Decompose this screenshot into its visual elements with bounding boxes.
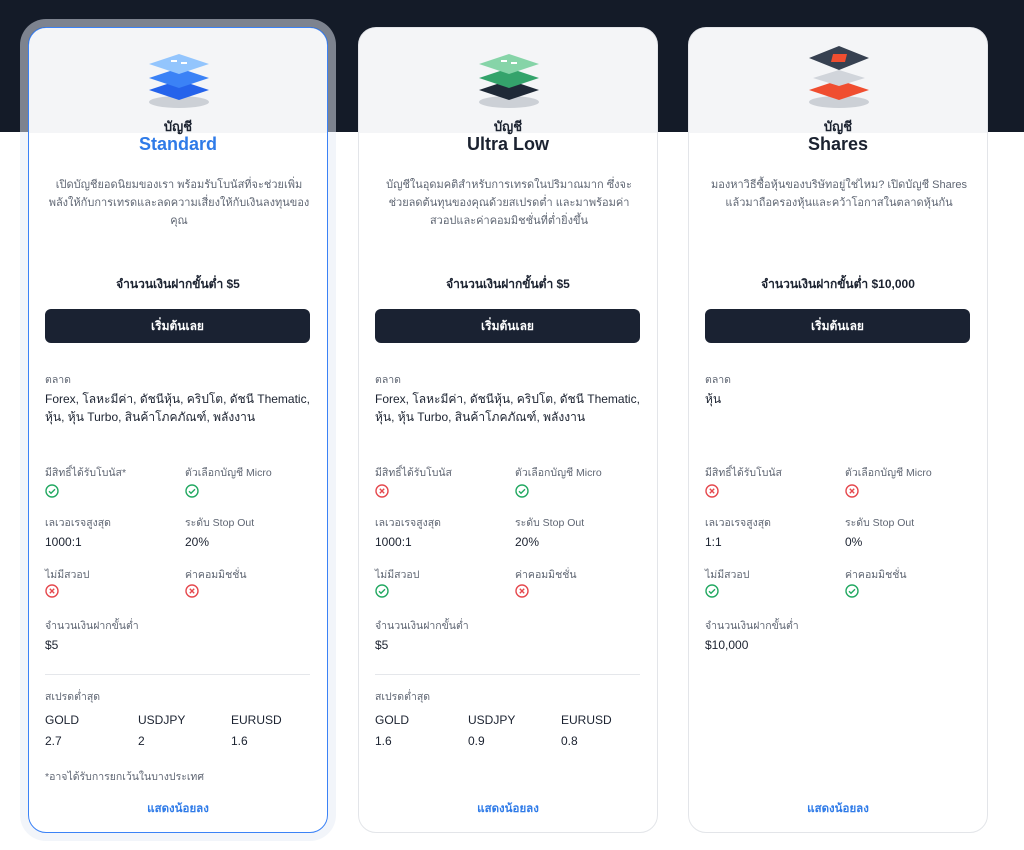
check-icon [705, 584, 719, 603]
spread-value: 1.6 [231, 734, 248, 748]
account-description: มองหาวิธีซื้อหุ้นของบริษัทอยู่ใช่ไหม? เป… [711, 179, 967, 209]
spread-label: สเปรดต่ำสุด [375, 691, 431, 703]
check-icon [375, 584, 389, 603]
micro-label: ตัวเลือกบัญชี Micro [845, 467, 932, 479]
stopout-value: 20% [185, 535, 210, 549]
min-deposit-label: จำนวนเงินฝากขั้นต่ำ [705, 620, 799, 632]
cross-icon [845, 484, 859, 503]
min-deposit-label: จำนวนเงินฝากขั้นต่ำ [375, 620, 469, 632]
min-deposit-label: จำนวนเงินฝากขั้นต่ำ [45, 620, 139, 632]
leverage-label: เลเวอเรจสูงสุด [375, 517, 441, 529]
spread-value: 0.8 [561, 734, 578, 748]
stopout-label: ระดับ Stop Out [515, 517, 585, 529]
noswap-label: ไม่มีสวอป [375, 569, 420, 581]
account-name: Standard [138, 134, 217, 154]
bonus-label: มีสิทธิ์ได้รับโบนัส* [45, 467, 127, 479]
spread-value: 2 [138, 734, 145, 748]
account-prefix: บัญชี [823, 119, 853, 134]
start-button[interactable]: เริ่มต้นเลย [375, 309, 640, 343]
min-deposit-value: $10,000 [705, 638, 749, 652]
spread-label: สเปรดต่ำสุด [45, 691, 101, 703]
show-less-link[interactable]: แสดงน้อยลง [147, 803, 209, 815]
cross-icon [45, 584, 59, 603]
spread-pair: USDJPY [138, 713, 186, 727]
show-less-link[interactable]: แสดงน้อยลง [807, 803, 869, 815]
micro-label: ตัวเลือกบัญชี Micro [185, 467, 272, 479]
spread-pair: EURUSD [561, 713, 612, 727]
check-icon [845, 584, 859, 603]
account-card-shares: บัญชี Shares มองหาวิธีซื้อหุ้นของบริษัทอ… [688, 27, 988, 833]
start-button[interactable]: เริ่มต้นเลย [705, 309, 970, 343]
start-button[interactable]: เริ่มต้นเลย [45, 309, 310, 343]
spread-pair: GOLD [375, 713, 410, 727]
account-card-standard: บัญชี Standard เปิดบัญชียอดนิยมของเรา พร… [28, 27, 328, 833]
show-less-link[interactable]: แสดงน้อยลง [477, 803, 539, 815]
spread-pair: GOLD [45, 713, 80, 727]
cross-icon [515, 584, 529, 603]
account-prefix: บัญชี [493, 119, 523, 134]
cross-icon [185, 584, 199, 603]
markets-value: หุ้น [705, 392, 722, 406]
account-card-ultra-low: บัญชี Ultra Low บัญชีในอุดมคติสำหรับการเ… [358, 27, 658, 833]
commission-label: ค่าคอมมิชชั่น [845, 569, 907, 581]
min-deposit-headline: จำนวนเงินฝากขั้นต่ำ $10,000 [761, 277, 915, 291]
stopout-label: ระดับ Stop Out [845, 517, 915, 529]
spread-pair: USDJPY [468, 713, 516, 727]
divider [375, 674, 640, 675]
check-icon [515, 484, 529, 503]
cross-icon [375, 484, 389, 503]
spread-value: 0.9 [468, 734, 485, 748]
markets-value: Forex, โลหะมีค่า, ดัชนีหุ้น, คริปโต, ดัช… [45, 392, 310, 424]
noswap-label: ไม่มีสวอป [45, 569, 90, 581]
market-label: ตลาด [705, 374, 731, 386]
account-prefix: บัญชี [163, 119, 193, 134]
account-name: Ultra Low [466, 134, 549, 154]
check-icon [185, 484, 199, 503]
footnote: *อาจได้รับการยกเว้นในบางประเทศ [45, 771, 205, 783]
spread-value: 2.7 [45, 734, 62, 748]
market-label: ตลาด [45, 374, 71, 386]
min-deposit-headline: จำนวนเงินฝากขั้นต่ำ $5 [446, 277, 570, 291]
bonus-label: มีสิทธิ์ได้รับโบนัส [705, 467, 782, 479]
market-label: ตลาด [375, 374, 401, 386]
noswap-label: ไม่มีสวอป [705, 569, 750, 581]
check-icon [45, 484, 59, 503]
account-name: Shares [807, 134, 869, 154]
leverage-value: 1000:1 [45, 535, 82, 549]
red-chip-icon [799, 40, 879, 112]
spread-value: 1.6 [375, 734, 392, 748]
stopout-value: 20% [515, 535, 540, 549]
commission-label: ค่าคอมมิชชั่น [185, 569, 247, 581]
stopout-label: ระดับ Stop Out [185, 517, 255, 529]
account-description: บัญชีในอุดมคติสำหรับการเทรดในปริมาณมาก ซ… [386, 179, 632, 227]
stopout-value: 0% [845, 535, 863, 549]
commission-label: ค่าคอมมิชชั่น [515, 569, 577, 581]
spread-pair: EURUSD [231, 713, 282, 727]
leverage-value: 1:1 [705, 535, 722, 549]
leverage-value: 1000:1 [375, 535, 412, 549]
micro-label: ตัวเลือกบัญชี Micro [515, 467, 602, 479]
markets-value: Forex, โลหะมีค่า, ดัชนีหุ้น, คริปโต, ดัช… [375, 392, 640, 424]
min-deposit-value: $5 [375, 638, 389, 652]
divider [45, 674, 310, 675]
blue-layers-icon [139, 40, 219, 112]
cross-icon [705, 484, 719, 503]
leverage-label: เลเวอเรจสูงสุด [45, 517, 111, 529]
account-description: เปิดบัญชียอดนิยมของเรา พร้อมรับโบนัสที่จ… [48, 179, 310, 227]
green-layers-icon [469, 40, 549, 112]
leverage-label: เลเวอเรจสูงสุด [705, 517, 771, 529]
min-deposit-value: $5 [45, 638, 59, 652]
min-deposit-headline: จำนวนเงินฝากขั้นต่ำ $5 [116, 277, 240, 291]
bonus-label: มีสิทธิ์ได้รับโบนัส [375, 467, 452, 479]
